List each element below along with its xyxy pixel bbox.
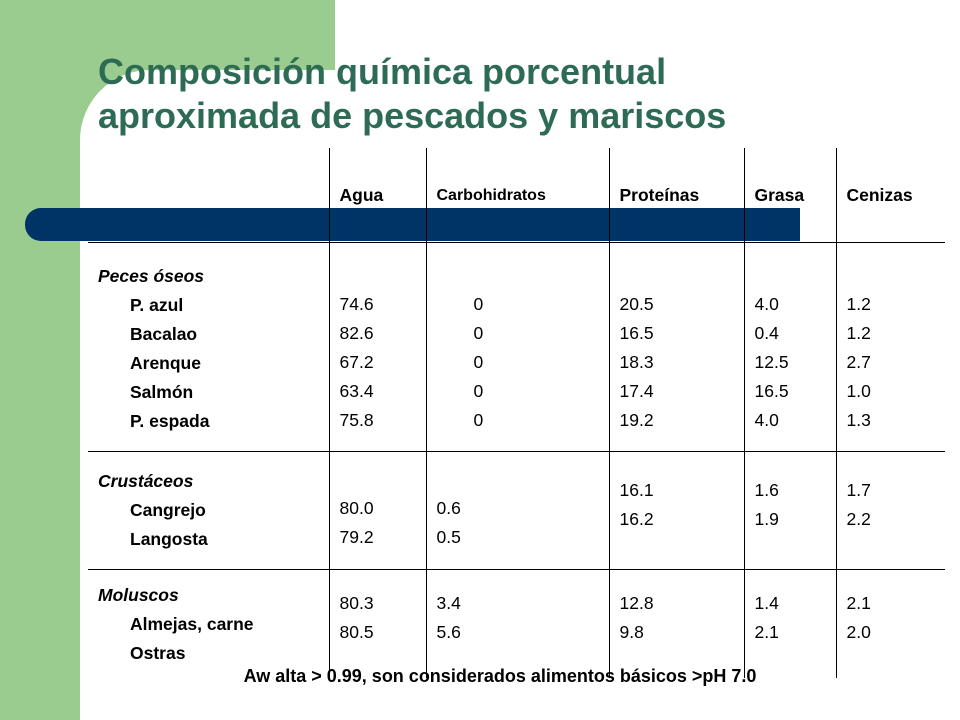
proteinas-values: 16.1 16.2 (608, 451, 745, 570)
list-item: Langosta (130, 529, 208, 549)
group-name: Peces óseos (98, 266, 205, 286)
title-line-2: aproximada de pescados y mariscos (98, 95, 727, 136)
grasa-values: 1.6 1.9 (743, 451, 837, 570)
agua-values: 80.3 80.5 (328, 569, 427, 678)
carbohidratos-values: 3.4 5.6 (425, 569, 610, 678)
list-item: Cangrejo (130, 500, 206, 520)
agua-values: 74.6 82.6 67.2 63.4 75.8 (328, 242, 427, 452)
header-cell-agua: Agua (328, 148, 427, 243)
table-row: Crustáceos Cangrejo Langosta 80.0 79.2 0.… (88, 451, 945, 570)
group-cell-moluscos: Moluscos Almejas, carne Ostras (88, 569, 330, 678)
list-item: Arenque (130, 353, 201, 373)
slide-title: Composición química porcentual aproximad… (98, 50, 948, 138)
proteinas-values: 12.8 9.8 (608, 569, 745, 678)
list-item: P. espada (130, 411, 210, 431)
title-line-1: Composición química porcentual (98, 51, 667, 92)
group-cell-peces: Peces óseos P. azul Bacalao Arenque Salm… (88, 242, 330, 452)
cenizas-values: 2.1 2.0 (835, 569, 945, 678)
agua-values: 80.0 79.2 (328, 451, 427, 570)
cenizas-values: 1.7 2.2 (835, 451, 945, 570)
list-item: P. azul (130, 295, 184, 315)
cenizas-values: 1.2 1.2 2.7 1.0 1.3 (835, 242, 945, 452)
group-cell-crustaceos: Crustáceos Cangrejo Langosta (88, 451, 330, 570)
header-cell-proteinas: Proteínas (608, 148, 745, 243)
table-row: Peces óseos P. azul Bacalao Arenque Salm… (88, 242, 945, 452)
list-item: Bacalao (130, 324, 198, 344)
table-header-row: Agua Carbohidratos Proteínas Grasa Ceniz… (88, 148, 945, 243)
header-cell-empty (88, 148, 330, 243)
footnote: Aw alta > 0.99, son considerados aliment… (243, 666, 757, 686)
group-name: Crustáceos (98, 471, 194, 491)
list-item: Ostras (130, 642, 186, 663)
carbohidratos-values: 0.6 0.5 (425, 451, 610, 570)
grasa-values: 4.0 0.4 12.5 16.5 4.0 (743, 242, 837, 452)
list-item: Salmón (130, 382, 194, 402)
header-cell-carbohidratos: Carbohidratos (425, 148, 610, 243)
table-row: Moluscos Almejas, carne Ostras 80.3 80.5 … (88, 569, 945, 678)
group-name: Moluscos (98, 584, 179, 605)
proteinas-values: 20.5 16.5 18.3 17.4 19.2 (608, 242, 745, 452)
composition-table: Agua Carbohidratos Proteínas Grasa Ceniz… (88, 148, 945, 678)
header-cell-grasa: Grasa (743, 148, 837, 243)
list-item: Almejas, carne (130, 613, 254, 634)
grasa-values: 1.4 2.1 (743, 569, 837, 678)
header-cell-cenizas: Cenizas (835, 148, 945, 243)
